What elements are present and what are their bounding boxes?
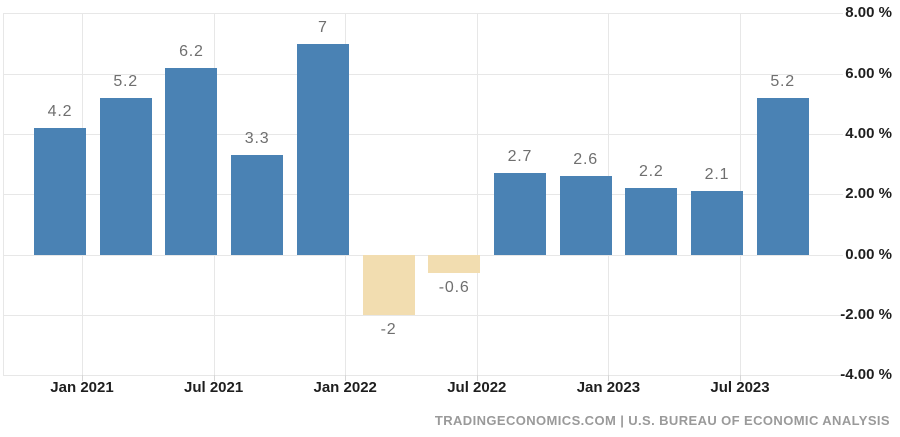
bar[interactable] [165, 67, 218, 255]
x-axis-tick-label: Jul 2022 [447, 379, 507, 397]
bar-value-label: 7 [317, 18, 328, 36]
bar[interactable] [99, 97, 152, 255]
x-axis-tick [476, 375, 478, 382]
x-axis-tick-label: Jan 2022 [313, 379, 377, 397]
y-axis-tick-label: -4.00 % [840, 366, 892, 384]
x-axis-tick [82, 375, 83, 382]
x-axis-tick [213, 375, 215, 382]
bar[interactable] [756, 97, 809, 255]
bar[interactable] [625, 188, 678, 255]
bar-value-label: 5.2 [770, 72, 796, 90]
y-gridline [3, 134, 843, 135]
bar[interactable] [34, 127, 86, 255]
bar-value-label: 2.2 [638, 163, 664, 181]
bar[interactable] [691, 191, 743, 255]
bar-value-label: 6.2 [179, 42, 204, 60]
x-axis-tick-label: Jan 2023 [576, 379, 641, 397]
bar-value-label: 3.3 [244, 130, 270, 148]
x-axis-tick-label: Jul 2021 [183, 379, 244, 397]
y-axis-tick-label: 0.00 % [845, 245, 892, 263]
bar[interactable] [493, 173, 546, 255]
y-gridline [3, 314, 843, 316]
bar[interactable] [559, 176, 612, 255]
x-gridline [476, 13, 478, 376]
x-axis-tick-label: Jan 2021 [50, 379, 114, 397]
bar-value-label: 2.6 [573, 151, 598, 169]
y-gridline [3, 375, 843, 377]
bar[interactable] [362, 254, 415, 315]
y-axis-tick-label: -2.00 % [840, 305, 892, 323]
y-axis-tick-label: 8.00 % [845, 4, 892, 22]
bar[interactable] [296, 43, 349, 255]
y-axis-line [3, 13, 4, 376]
x-axis-tick [740, 375, 741, 382]
y-gridline [3, 254, 843, 256]
x-axis-tick-label: Jul 2023 [710, 379, 770, 397]
x-axis-tick [345, 375, 347, 382]
bar-value-label: 2.1 [704, 166, 730, 184]
y-axis-tick-label: 4.00 % [845, 125, 892, 142]
bar-value-label: 5.2 [113, 72, 139, 90]
y-gridline [3, 194, 843, 196]
bar-value-label: 2.7 [507, 148, 533, 166]
y-axis-tick-label: 6.00 % [845, 64, 892, 82]
y-gridline [3, 13, 843, 15]
x-axis-tick [608, 375, 610, 382]
bar-value-label: -2 [380, 320, 397, 338]
y-gridline [3, 73, 843, 75]
y-axis-tick-label: 2.00 % [845, 185, 892, 203]
bar[interactable] [428, 254, 481, 273]
bar-value-label: -0.6 [438, 278, 470, 296]
bar[interactable] [231, 155, 284, 255]
attribution-text: TRADINGECONOMICS.COM | U.S. BUREAU OF EC… [434, 413, 890, 428]
bar-value-label: 4.2 [47, 102, 73, 120]
